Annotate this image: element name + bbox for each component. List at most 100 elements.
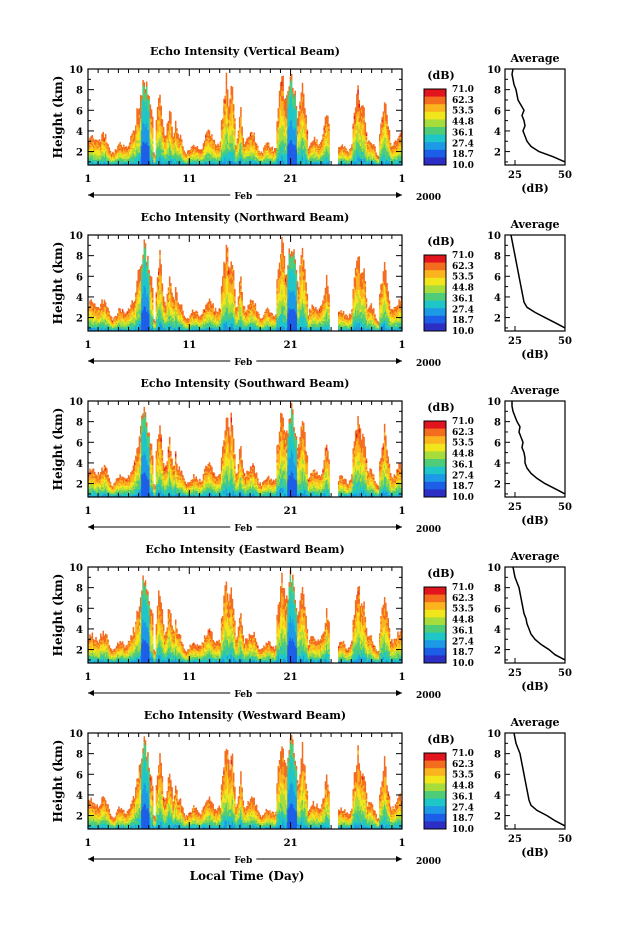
heatmap-cell xyxy=(131,149,133,152)
heatmap-cell xyxy=(144,93,147,98)
heatmap-cell xyxy=(113,155,115,157)
heatmap-cell xyxy=(155,122,158,126)
heatmap-cell xyxy=(90,153,92,156)
heatmap-cell xyxy=(113,162,115,164)
heatmap-cell xyxy=(132,138,135,141)
heatmap-cell xyxy=(207,153,210,156)
heatmap-cell xyxy=(154,158,156,159)
heatmap-cell xyxy=(159,110,161,115)
heatmap-cell xyxy=(109,156,112,158)
heatmap-cell xyxy=(148,95,150,101)
colorbar-swatch xyxy=(424,96,446,105)
heatmap-cell xyxy=(304,111,306,115)
heatmap-cell xyxy=(143,96,146,101)
heatmap-cell xyxy=(182,154,184,156)
heatmap-cell xyxy=(121,155,124,157)
heatmap-cell xyxy=(121,148,124,150)
heatmap-cell xyxy=(96,149,98,152)
heatmap-cell xyxy=(200,160,202,162)
heatmap-cell xyxy=(109,154,112,156)
heatmap-cell xyxy=(187,161,189,163)
heatmap-cell xyxy=(98,153,101,156)
heatmap-cell xyxy=(171,156,173,159)
heatmap-cell xyxy=(187,159,189,161)
heatmap-cell xyxy=(106,153,108,156)
heatmap-cell xyxy=(213,156,216,159)
heatmap-cell xyxy=(150,140,153,144)
heatmap-cell xyxy=(89,157,91,160)
heatmap-cell xyxy=(136,114,138,118)
panel-2: Echo Intensity (Northward Beam)108642Hei… xyxy=(51,211,572,369)
heatmap-cell xyxy=(130,156,132,159)
heatmap-cell xyxy=(166,144,169,147)
heatmap-cell xyxy=(166,134,169,138)
colorbar-unit: (dB) xyxy=(427,69,454,82)
heatmap-cell xyxy=(253,134,255,137)
heatmap-cell xyxy=(100,159,102,162)
heatmap-cell xyxy=(155,125,158,128)
heatmap-cell xyxy=(141,114,143,119)
heatmap-cell xyxy=(112,153,114,156)
heatmap-cell xyxy=(171,135,173,138)
heatmap-cell xyxy=(184,154,187,156)
heatmap-cell xyxy=(208,157,211,160)
heatmap-cell xyxy=(89,137,91,140)
heatmap-cell xyxy=(173,161,176,164)
heatmap-cell xyxy=(97,141,100,144)
heatmap-cell xyxy=(167,147,170,151)
heatmap-cell xyxy=(190,147,193,150)
heatmap-cell xyxy=(184,162,187,164)
heatmap-cell xyxy=(139,102,142,107)
heatmap-cell xyxy=(138,136,141,141)
heatmap-cell xyxy=(136,133,138,137)
heatmap-cell xyxy=(205,163,207,166)
heatmap-cell xyxy=(214,152,217,154)
heatmap-cell xyxy=(183,159,185,161)
heatmap-cell xyxy=(185,161,188,163)
heatmap-cell xyxy=(141,103,143,108)
heatmap-cell xyxy=(290,79,293,85)
heatmap-cell xyxy=(327,121,329,125)
heatmap-cell xyxy=(214,146,217,149)
heatmap-cell xyxy=(150,118,153,123)
heatmap-cell xyxy=(100,161,102,163)
heatmap-cell xyxy=(177,151,179,154)
heatmap-cell xyxy=(115,159,118,161)
heatmap-cell xyxy=(116,162,119,165)
heatmap-cell xyxy=(385,103,387,108)
heatmap-cell xyxy=(92,139,95,142)
heatmap-cell xyxy=(131,137,133,140)
heatmap-cell xyxy=(116,145,119,148)
heatmap-cell xyxy=(104,145,107,148)
heatmap-cell xyxy=(206,159,208,162)
heatmap-cell xyxy=(182,151,184,153)
heatmap-cell xyxy=(94,155,96,158)
heatmap-cell xyxy=(214,148,217,151)
heatmap-cell xyxy=(121,147,124,149)
heatmap-cell xyxy=(197,158,200,160)
heatmap-cell xyxy=(123,145,125,148)
heatmap-cell xyxy=(161,119,164,123)
heatmap-cell xyxy=(124,161,126,164)
arrow-right-icon xyxy=(396,192,402,198)
heatmap-cell xyxy=(191,156,194,158)
heatmap-cell xyxy=(118,159,120,161)
heatmap-cell xyxy=(144,148,147,153)
heatmap-cell xyxy=(197,155,200,157)
heatmap-cell xyxy=(100,157,102,159)
heatmap-cell xyxy=(101,133,103,136)
heatmap-cell xyxy=(90,152,92,154)
heatmap-cell xyxy=(145,109,148,115)
heatmap-cell xyxy=(165,140,167,143)
heatmap-cell xyxy=(137,112,140,116)
heatmap-cell xyxy=(183,160,185,163)
heatmap-cell xyxy=(101,159,103,162)
heatmap-cell xyxy=(162,131,165,134)
heatmap-cell xyxy=(161,147,164,151)
heatmap-cell xyxy=(184,157,187,159)
heatmap-cell xyxy=(153,153,155,155)
heatmap-cell xyxy=(97,155,100,158)
heatmap-cell xyxy=(137,127,140,132)
heatmap-cell xyxy=(152,146,154,150)
heatmap-cell xyxy=(95,157,97,160)
